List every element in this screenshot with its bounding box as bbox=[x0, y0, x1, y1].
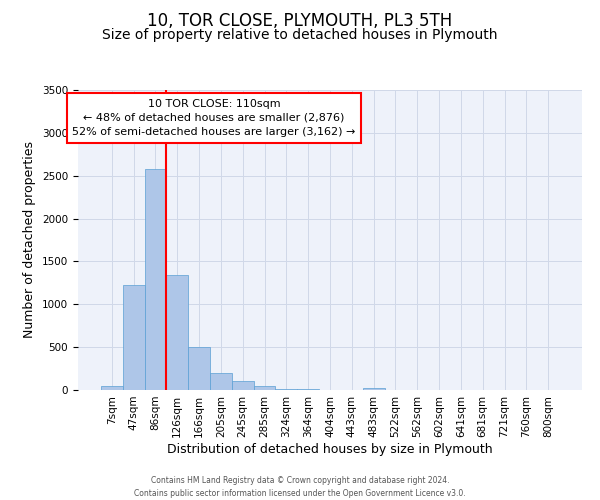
Bar bbox=[210, 374, 232, 390]
Bar bbox=[297, 389, 319, 390]
Bar bbox=[232, 380, 254, 390]
Y-axis label: Number of detached properties: Number of detached properties bbox=[23, 142, 37, 338]
Bar bbox=[363, 388, 385, 390]
Bar bbox=[254, 386, 275, 390]
Text: Size of property relative to detached houses in Plymouth: Size of property relative to detached ho… bbox=[102, 28, 498, 42]
Bar bbox=[145, 169, 166, 390]
Bar bbox=[188, 347, 210, 390]
Bar bbox=[166, 275, 188, 390]
Text: 10, TOR CLOSE, PLYMOUTH, PL3 5TH: 10, TOR CLOSE, PLYMOUTH, PL3 5TH bbox=[148, 12, 452, 30]
Text: Contains HM Land Registry data © Crown copyright and database right 2024.
Contai: Contains HM Land Registry data © Crown c… bbox=[134, 476, 466, 498]
Text: 10 TOR CLOSE: 110sqm
← 48% of detached houses are smaller (2,876)
52% of semi-de: 10 TOR CLOSE: 110sqm ← 48% of detached h… bbox=[73, 99, 356, 137]
Bar bbox=[101, 386, 123, 390]
X-axis label: Distribution of detached houses by size in Plymouth: Distribution of detached houses by size … bbox=[167, 442, 493, 456]
Bar bbox=[123, 284, 145, 390]
Bar bbox=[275, 389, 297, 390]
